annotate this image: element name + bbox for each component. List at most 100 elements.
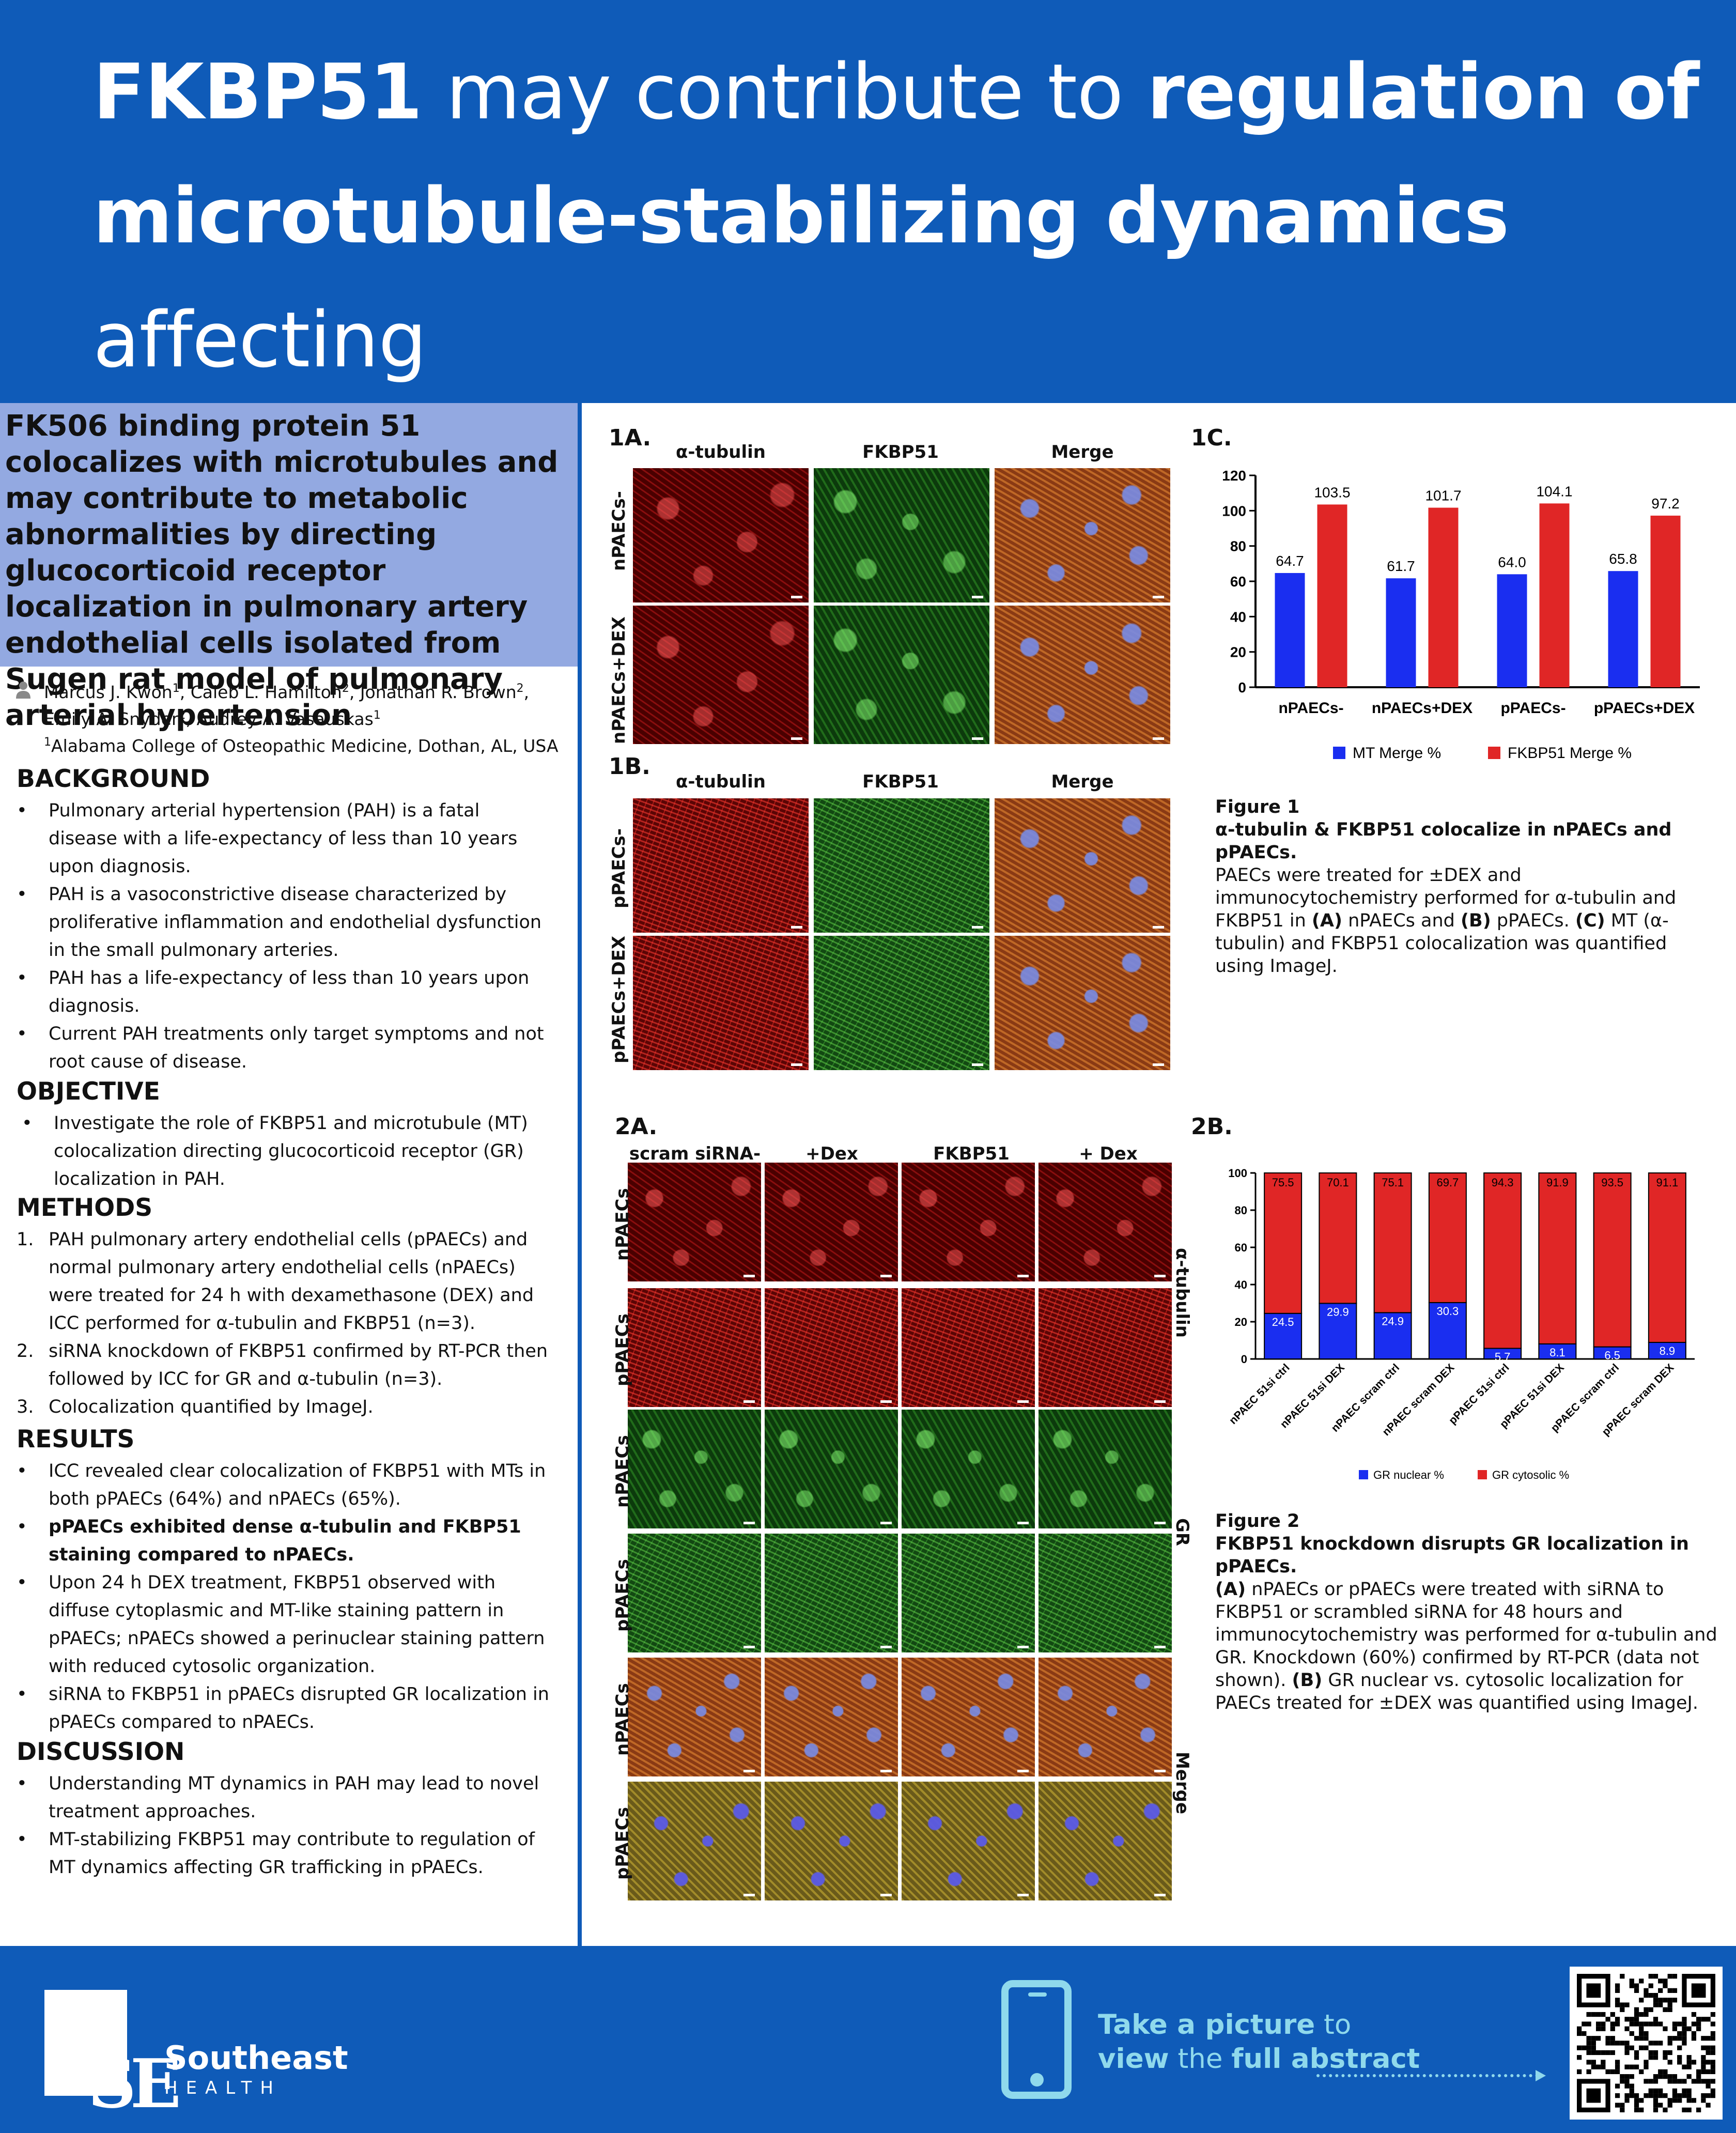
qr-module <box>1706 2069 1711 2075</box>
qr-module <box>1591 2041 1596 2046</box>
qr-module <box>1620 2074 1625 2079</box>
fig2-caption-part-0: (A) <box>1215 1579 1246 1600</box>
bar-segment <box>1593 1172 1632 1348</box>
x-tick-label: nPAECs+DEX <box>1372 700 1473 717</box>
qr-module <box>1620 2079 1625 2084</box>
qr-module <box>1644 2021 1649 2027</box>
qr-module <box>1639 2107 1644 2112</box>
qr-module <box>1682 2041 1687 2046</box>
data-label: 91.9 <box>1546 1176 1569 1189</box>
qr-module <box>1634 2007 1639 2012</box>
list-number: 1. <box>17 1229 34 1250</box>
qr-module <box>1620 2007 1625 2012</box>
list-item: • Pulmonary arterial hypertension (PAH) i… <box>17 797 554 880</box>
qr-module <box>1682 2093 1687 2098</box>
qr-module <box>1653 2002 1659 2007</box>
qr-module <box>1653 1992 1659 1998</box>
qr-module <box>1629 2045 1634 2050</box>
micrograph-2a-r6-c3 <box>902 1782 1035 1900</box>
qr-code[interactable] <box>1570 1967 1723 2120</box>
list-item-text: Pulmonary arterial hypertension (PAH) is… <box>49 800 518 877</box>
qr-module <box>1615 2002 1620 2007</box>
bar <box>1539 503 1570 687</box>
qr-module <box>1634 1988 1639 1993</box>
qr-module <box>1706 2017 1711 2022</box>
micrograph-2a-r5-c3 <box>902 1658 1035 1776</box>
x-tick-label: nPAEC 51si ctrl <box>1227 1362 1292 1427</box>
discussion-heading: DISCUSSION <box>17 1738 185 1766</box>
y-tick-label: 80 <box>1230 538 1246 554</box>
qr-module <box>1605 2017 1610 2022</box>
data-label: 94.3 <box>1492 1176 1514 1189</box>
qr-module <box>1696 2079 1701 2084</box>
qr-module <box>1620 2041 1625 2046</box>
bar-segment <box>1483 1172 1522 1349</box>
qr-module <box>1710 2088 1715 2094</box>
results-heading: RESULTS <box>17 1425 135 1454</box>
dotted-arrow-icon <box>1316 2074 1539 2077</box>
qr-module <box>1710 2036 1715 2041</box>
qr-module <box>1706 2050 1711 2055</box>
list-item-text: Colocalization quantified by ImageJ. <box>49 1397 374 1417</box>
list-item: • MT-stabilizing FKBP51 may contribute to… <box>17 1826 554 1881</box>
fig1-caption-part-2: nPAECs and <box>1342 910 1461 931</box>
micrograph-2a-r5-c1 <box>628 1658 761 1776</box>
list-item-text: Understanding MT dynamics in PAH may lea… <box>49 1773 539 1822</box>
x-tick-label: pPAECs+DEX <box>1594 700 1695 717</box>
cta-part-4: full abstract <box>1231 2043 1420 2075</box>
micrograph-2a-r3-c2 <box>765 1410 898 1528</box>
legend-swatch <box>1488 747 1500 759</box>
qr-module <box>1639 2045 1644 2050</box>
qr-module <box>1682 2036 1687 2041</box>
micrograph-2a-r1-c2 <box>765 1163 898 1281</box>
qr-module <box>1701 2069 1706 2075</box>
qr-module <box>1710 2012 1715 2017</box>
data-label: 8.1 <box>1549 1346 1566 1359</box>
fig2a-row-label: nPAECs <box>612 1683 633 1756</box>
qr-module <box>1629 1979 1634 1984</box>
qr-module <box>1634 2017 1639 2022</box>
qr-module <box>1610 2069 1615 2075</box>
qr-module <box>1629 2021 1634 2027</box>
panel-label-1b: 1B. <box>609 753 650 780</box>
list-item: • Current PAH treatments only target symp… <box>17 1020 554 1076</box>
bar-segment <box>1373 1172 1412 1313</box>
qr-module <box>1639 2012 1644 2017</box>
qr-module <box>1634 2021 1639 2027</box>
x-tick-label: pPAEC 51si ctrl <box>1447 1362 1512 1427</box>
logo-subtitle: HEALTH <box>164 2078 282 2098</box>
qr-module <box>1701 2093 1706 2098</box>
figure2-caption: Figure 2 FKBP51 knockdown disrupts GR lo… <box>1215 1510 1727 1714</box>
qr-module <box>1601 2026 1606 2031</box>
legend-label: MT Merge % <box>1353 745 1441 762</box>
qr-module <box>1677 2021 1682 2027</box>
qr-module <box>1686 2093 1692 2098</box>
bullet-icon: • <box>17 1517 27 1537</box>
qr-module <box>1624 2045 1630 2050</box>
qr-module <box>1653 2017 1659 2022</box>
data-label: 64.7 <box>1276 553 1304 569</box>
data-label: 5.7 <box>1495 1350 1511 1363</box>
fig2a-row-label: pPAECs <box>612 1559 633 1632</box>
qr-module <box>1658 1979 1663 1984</box>
poster-footer: SE Southeast HEALTH Take a picture to vie… <box>0 1946 1736 2133</box>
data-label: 24.5 <box>1272 1316 1294 1328</box>
qr-module <box>1634 2107 1639 2112</box>
legend-label: GR cytosolic % <box>1492 1469 1569 1481</box>
qr-module <box>1706 2083 1711 2089</box>
fig1a-col-3: Merge <box>1051 442 1114 462</box>
qr-module <box>1701 2017 1706 2022</box>
qr-module <box>1667 2060 1672 2065</box>
qr-module <box>1648 2050 1653 2055</box>
micrograph-2a-r3-c3 <box>902 1410 1035 1528</box>
background-list: • Pulmonary arterial hypertension (PAH) i… <box>17 797 554 1076</box>
micrograph-2a-r4-c2 <box>765 1534 898 1652</box>
qr-module <box>1663 2050 1668 2055</box>
author-affil-sup: 1 <box>373 709 381 722</box>
qr-module <box>1577 2026 1582 2031</box>
qr-module <box>1682 2107 1687 2112</box>
qr-module <box>1672 2074 1678 2079</box>
panel-label-2a: 2A. <box>615 1114 658 1140</box>
bar <box>1428 507 1459 687</box>
discussion-list: • Understanding MT dynamics in PAH may le… <box>17 1770 554 1881</box>
